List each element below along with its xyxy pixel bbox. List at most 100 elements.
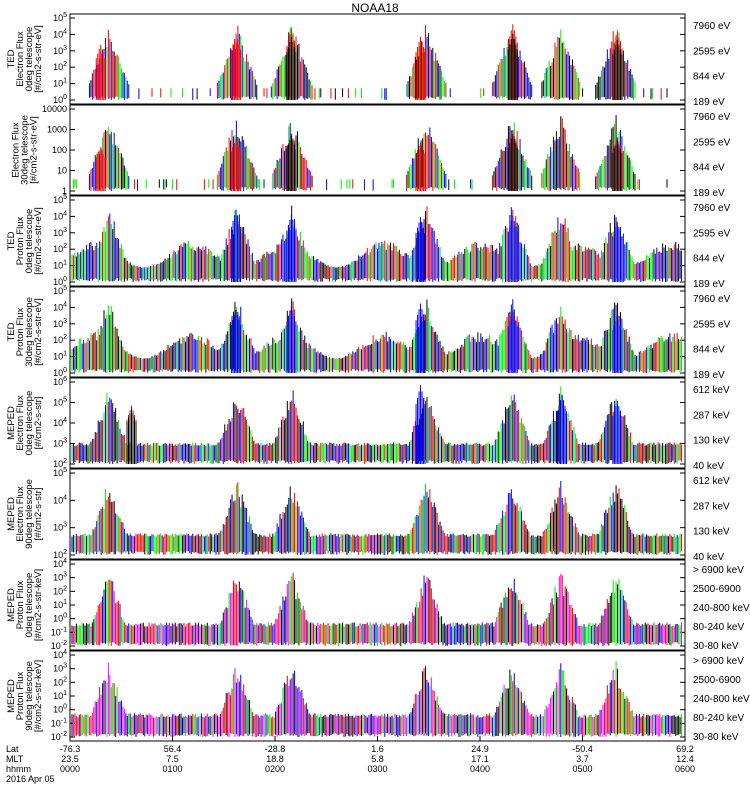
y-tick-label: 105 — [53, 467, 67, 478]
y-label-line: [#/cm2-s-str-keV] — [33, 660, 44, 732]
y-label-line: [#/cm2-s-str-eV] — [33, 25, 44, 93]
panel-frame — [69, 468, 686, 560]
data-marks — [88, 24, 668, 100]
y-tick-label: 101 — [53, 599, 67, 610]
y-tick-label: 100 — [52, 145, 67, 155]
y-label-line: TED — [6, 322, 17, 341]
x-tick-mlt: 23.5 — [61, 754, 79, 764]
panel-frame — [69, 195, 686, 287]
legend-entry: 2595 eV — [693, 319, 731, 330]
x-tick-hhmm: 0500 — [572, 764, 592, 774]
y-tick-label: 103 — [53, 572, 67, 583]
x-row-label-hhmm: hhmm — [6, 764, 31, 774]
legend-entry: 2595 eV — [693, 228, 731, 239]
legend: > 6900 keV 2500-6900 240-800 keV 80-240 keV… — [693, 565, 750, 652]
legend-entry: 612 keV — [693, 385, 730, 396]
y-label-line: 0deg telescope — [24, 573, 35, 637]
figure-title: NOAA18 — [351, 1, 399, 15]
x-tick-hhmm: 0100 — [162, 764, 182, 774]
data-marks — [71, 298, 683, 373]
y-label-line: 30deg telescope — [24, 297, 35, 367]
legend-entry: 7960 eV — [693, 294, 731, 305]
data-marks — [71, 205, 683, 282]
legend-entry: 2500-6900 — [693, 675, 741, 686]
y-tick-label: 103 — [53, 318, 67, 329]
legend-entry: 612 keV — [693, 476, 730, 487]
panel-frame — [69, 104, 686, 196]
y-tick-label: 105 — [53, 285, 67, 296]
legend-entry: 80-240 keV — [693, 713, 744, 724]
y-tick-label: 10-2 — [51, 640, 67, 651]
y-tick-label: 100 — [53, 276, 67, 287]
legend-entry: 189 eV — [693, 97, 725, 108]
y-label-line: TED — [6, 49, 17, 68]
legend-entry: 130 keV — [693, 527, 730, 538]
legend-entry: 844 eV — [693, 163, 725, 174]
x-tick-lat: -76.3 — [60, 744, 81, 754]
x-tick-hhmm: 0200 — [265, 764, 285, 774]
y-tick-label: 10-1 — [51, 626, 67, 637]
legend-entry: 844 eV — [693, 345, 725, 356]
x-tick-hhmm: 0600 — [675, 764, 695, 774]
y-label-line: Electron Flux — [11, 122, 22, 178]
y-label-line: [#/cm2-s-str-eV] — [29, 116, 40, 184]
x-tick-lat: 1.6 — [371, 744, 384, 754]
legend-entry: 40 keV — [693, 461, 724, 472]
x-tick-hhmm: 0300 — [367, 764, 387, 774]
legend-entry: 2595 eV — [693, 137, 731, 148]
y-tick-label: 1000 — [47, 125, 67, 135]
y-tick-label: 104 — [53, 417, 67, 428]
data-marks — [71, 572, 683, 646]
legend-entry: 7960 eV — [693, 112, 731, 123]
y-label-line: Proton Flux — [15, 307, 26, 356]
y-tick-label: 105 — [53, 12, 67, 23]
legend-entry: 7960 eV — [693, 21, 731, 32]
x-tick-mlt: 12.4 — [676, 754, 694, 764]
y-label-line: 0deg telescope — [24, 27, 35, 91]
legend: 7960 eV 2595 eV 844 eV 189 eV — [693, 203, 731, 290]
y-label-line: [#/cm2-s-str-eV] — [33, 298, 44, 366]
y-tick-label: 10-2 — [51, 731, 67, 742]
y-tick-label: 103 — [53, 227, 67, 238]
y-ticks: 10-2 10-1 100 101 102 103 104 — [51, 558, 685, 651]
y-ticks: 102 103 104 105 — [53, 467, 685, 560]
data-marks — [71, 660, 683, 737]
y-label-line: MEPED — [6, 679, 17, 713]
x-tick-lat: 56.4 — [164, 744, 182, 754]
y-label-line: 0deg telescope — [24, 391, 35, 455]
legend-entry: 7960 eV — [693, 203, 731, 214]
y-ticks: 100 101 102 103 104 105 — [53, 285, 685, 378]
y-tick-label: 100 — [53, 704, 67, 715]
legend-entry: 240-800 keV — [693, 603, 750, 614]
legend-entry: 189 eV — [693, 279, 725, 290]
y-tick-label: 101 — [53, 78, 67, 89]
y-tick-label: 103 — [53, 438, 67, 449]
y-tick-label: 102 — [53, 676, 67, 687]
x-date-label: 2016 Apr 05 — [6, 774, 55, 784]
y-label-line: 0deg telescope — [24, 209, 35, 273]
y-label-line: [#/cm2-s-str-eV] — [33, 207, 44, 275]
y-tick-label: 100 — [53, 94, 67, 105]
x-tick-hhmm: 0400 — [470, 764, 490, 774]
x-tick-mlt: 18.8 — [266, 754, 284, 764]
y-tick-label: 102 — [53, 243, 67, 254]
y-tick-label: 106 — [53, 376, 67, 387]
y-tick-label: 10 — [57, 166, 67, 176]
y-label-line: Proton Flux — [15, 580, 26, 629]
legend-entry: 844 eV — [693, 72, 725, 83]
y-label-line: [#/cm2-s-str-keV] — [33, 569, 44, 641]
y-tick-label: 103 — [53, 663, 67, 674]
data-marks — [71, 385, 683, 464]
x-tick-lat: -28.8 — [265, 744, 286, 754]
y-ticks: 100 101 102 103 104 105 — [53, 12, 685, 105]
